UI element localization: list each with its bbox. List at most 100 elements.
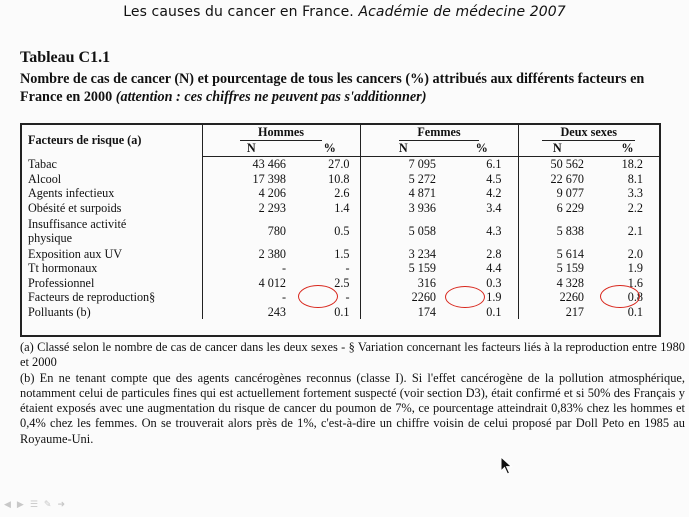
hommes-pct: 1.5	[334, 246, 350, 261]
next-slide-icon[interactable]: ➜	[57, 500, 66, 510]
hommes-n: 4 012	[201, 275, 300, 291]
factor-label-line2: physique	[28, 230, 73, 245]
hommes-n: -	[201, 260, 300, 276]
deux-sexes-pct: 1.9	[627, 261, 643, 276]
deux-sexes-pct: 3.3	[627, 186, 643, 201]
femmes-pct: 4.3	[486, 223, 502, 238]
group-header-hommes: Hommes	[239, 125, 323, 141]
table-title: Tableau C1.1	[20, 49, 111, 66]
table-subtitle: Nombre de cas de cancer (N) et pourcenta…	[20, 70, 680, 106]
risk-factor-table: Facteurs de risque (a) Hommes Femmes Deu…	[20, 123, 661, 337]
deux-sexes-pct: 2.2	[627, 201, 643, 216]
table-row: Facteurs de reproduction§ - - 2260 1.9 2…	[22, 290, 659, 305]
hommes-n: 2 293	[201, 200, 300, 216]
femmes-pct: 6.1	[486, 157, 502, 172]
hommes-pct: 10.8	[328, 171, 350, 186]
factor-label: Alcool	[28, 171, 62, 186]
deux-sexes-n: 5 614	[517, 246, 596, 261]
deux-sexes-pct: 18.2	[621, 157, 643, 172]
deux-sexes-n: 22 670	[517, 171, 596, 187]
deux-sexes-pct: 0.1	[627, 305, 643, 320]
factor-label: Insuffisance activité physique	[22, 215, 202, 246]
highlight-circle-femmes-pct	[445, 286, 485, 308]
table-row: Agents infectieux 4 206 2.6 4 871 4.2 9 …	[22, 186, 659, 201]
deux-sexes-n: 2260	[517, 290, 596, 305]
table-row: Tt hormonaux - - 5 159 4.4 5 159 1.9	[22, 260, 659, 276]
slide-title-main: Les causes du cancer en France.	[123, 4, 354, 20]
prev-arrow-icon[interactable]: ◀	[4, 500, 11, 510]
femmes-n: 3 234	[359, 246, 446, 261]
femmes-pct: 4.2	[486, 186, 502, 201]
col-header-pct: %	[446, 141, 518, 157]
femmes-n: 3 936	[359, 200, 446, 216]
table-row: Alcool 17 398 10.8 5 272 4.5 22 670 8.1	[22, 171, 659, 187]
highlight-circle-hommes-pct	[298, 285, 338, 308]
hommes-n: 243	[201, 304, 300, 320]
femmes-n: 2260	[359, 290, 446, 305]
femmes-pct: 2.8	[486, 246, 502, 261]
deux-sexes-n: 4 328	[517, 275, 596, 291]
femmes-pct: 0.3	[486, 275, 502, 290]
deux-sexes-pct: 8.1	[627, 171, 643, 186]
group-header-femmes: Femmes	[399, 125, 479, 141]
table-footnotes: (a) Classé selon le nombre de cas de can…	[20, 340, 685, 448]
pen-icon[interactable]: ✎	[43, 500, 52, 510]
hommes-pct: -	[345, 290, 350, 305]
deux-sexes-pct: 2.1	[627, 223, 643, 238]
femmes-pct: 0.1	[486, 305, 502, 320]
hommes-pct: 27.0	[328, 157, 350, 172]
factor-label: Professionnel	[28, 275, 95, 290]
deux-sexes-n: 6 229	[517, 200, 596, 216]
hommes-pct: 0.1	[334, 305, 350, 320]
menu-icon[interactable]: ☰	[29, 500, 38, 510]
table-row: Polluants (b) 243 0.1 174 0.1 217 0.1	[22, 304, 659, 320]
hommes-n: 2 380	[201, 246, 300, 261]
femmes-pct: 3.4	[486, 201, 502, 216]
deux-sexes-n: 50 562	[517, 156, 596, 172]
factor-column-header: Facteurs de risque (a)	[28, 133, 142, 148]
factor-label: Tabac	[28, 157, 57, 172]
femmes-n: 316	[359, 275, 446, 291]
table-row: Professionnel 4 012 2.5 316 0.3 4 328 1.…	[22, 275, 659, 291]
col-header-pct: %	[300, 141, 360, 157]
hommes-n: 780	[201, 215, 300, 247]
femmes-pct: 1.9	[486, 290, 502, 305]
femmes-n: 5 159	[359, 260, 446, 276]
hommes-pct: 2.6	[334, 186, 350, 201]
mouse-pointer-icon	[500, 456, 513, 475]
deux-sexes-n: 5 159	[517, 260, 596, 276]
factor-label: Exposition aux UV	[28, 246, 123, 261]
factor-label: Facteurs de reproduction§	[28, 290, 156, 305]
factor-label: Obésité et surpoids	[28, 201, 122, 216]
femmes-n: 5 272	[359, 171, 446, 187]
factor-label-line1: Insuffisance activité	[28, 216, 127, 231]
highlight-circle-deux-sexes-pct	[600, 285, 640, 308]
table-row: Insuffisance activité physique 780 0.5 5…	[22, 215, 659, 247]
deux-sexes-pct: 2.0	[627, 246, 643, 261]
col-header-pct: %	[596, 141, 659, 157]
table-row: Obésité et surpoids 2 293 1.4 3 936 3.4 …	[22, 200, 659, 216]
footnote-b: (b) En ne tenant compte que des agents c…	[20, 371, 685, 446]
femmes-pct: 4.5	[486, 171, 502, 186]
factor-label: Polluants (b)	[28, 305, 91, 320]
hommes-n: 17 398	[201, 171, 300, 187]
slideshow-nav-bar: ◀ ▶ ☰ ✎ ➜	[4, 500, 65, 510]
hommes-pct: 2.5	[334, 275, 350, 290]
hommes-n: -	[201, 290, 300, 305]
factor-label: Tt hormonaux	[28, 261, 98, 276]
hommes-n: 43 466	[201, 156, 300, 172]
femmes-n: 5 058	[359, 215, 446, 247]
next-arrow-icon[interactable]: ▶	[16, 500, 24, 510]
table-row: Tabac 43 466 27.0 7 095 6.1 50 562 18.2	[22, 156, 659, 172]
col-header-n: N	[201, 141, 300, 157]
hommes-pct: 0.5	[334, 223, 350, 238]
factor-label: Agents infectieux	[28, 186, 115, 201]
slide-title: Les causes du cancer en France. Académie…	[0, 4, 689, 20]
col-header-n: N	[359, 141, 446, 157]
deux-sexes-n: 5 838	[517, 215, 596, 247]
hommes-pct: 1.4	[334, 201, 350, 216]
footnote-a: (a) Classé selon le nombre de cas de can…	[20, 340, 685, 370]
femmes-n: 7 095	[359, 156, 446, 172]
table-subtitle-note: (attention : ces chiffres ne peuvent pas…	[115, 89, 427, 105]
